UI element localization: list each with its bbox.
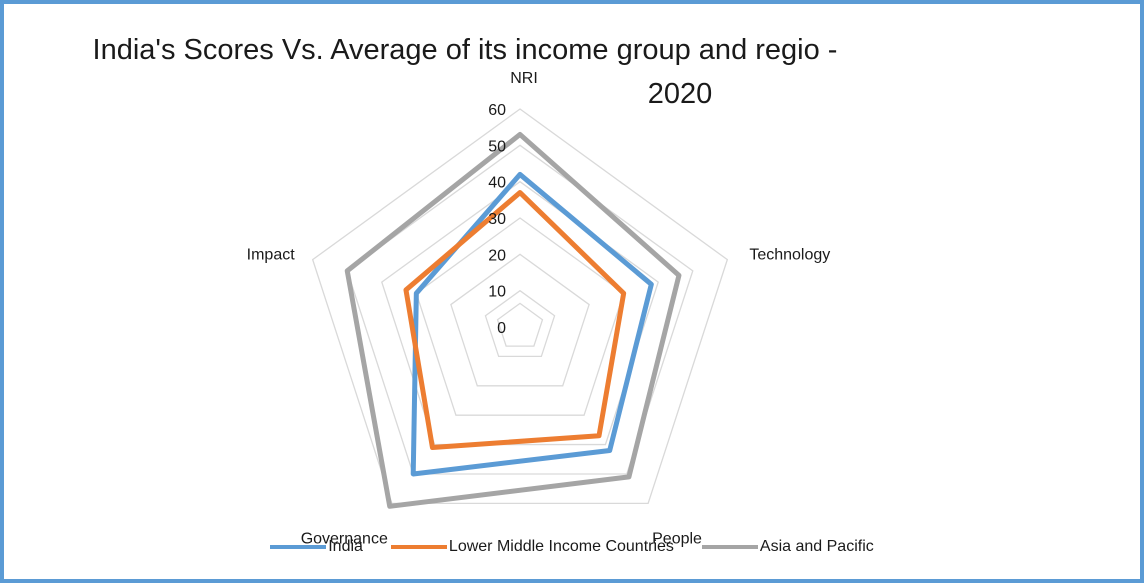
tick-label-10: 10: [488, 284, 506, 301]
tick-label-0: 0: [497, 320, 506, 337]
legend-swatch-lower-middle-income-countries: [390, 545, 447, 549]
grid-ring-60: [311, 108, 729, 505]
legend-swatch-asia-and-pacific: [701, 545, 758, 549]
tick-label-40: 40: [488, 175, 506, 192]
tick-label-20: 20: [488, 247, 506, 264]
legend-item-asia-and-pacific: Asia and Pacific: [701, 538, 874, 556]
axis-label-technology: Technology: [749, 247, 830, 264]
grid-ring-20: [450, 253, 590, 387]
grid-ring-10: [484, 289, 556, 358]
series-line-asia-and-pacific: [344, 131, 682, 509]
axis-label-nri: NRI: [510, 70, 538, 87]
tick-label-60: 60: [488, 102, 506, 119]
legend-label-lower-middle-income-countries: Lower Middle Income Countries: [448, 538, 674, 555]
chart-title-line-1: India's Scores Vs. Average of its income…: [92, 34, 838, 66]
legend-item-lower-middle-income-countries: Lower Middle Income Countries: [390, 538, 674, 556]
tick-label-30: 30: [488, 211, 506, 228]
chart-legend: India Lower Middle Income Countries Asia a…: [0, 538, 1144, 556]
grid-ring-center: [496, 302, 544, 347]
series-line-india: [410, 171, 654, 477]
legend-swatch-india: [270, 545, 327, 549]
chart-title: India's Scores Vs. Average of its income…: [0, 28, 1144, 116]
tick-label-50: 50: [488, 138, 506, 155]
axis-label-people: People: [652, 530, 702, 547]
grid-ring-40: [381, 180, 659, 446]
series-line-lower-middle-income-countries: [403, 190, 627, 451]
legend-label-india: India: [328, 538, 363, 555]
grid-ring-30: [415, 217, 625, 416]
axis-label-impact: Impact: [247, 247, 296, 264]
axis-label-governance: Governance: [301, 530, 388, 547]
legend-item-india: India: [270, 538, 363, 556]
legend-label-asia-and-pacific: Asia and Pacific: [759, 538, 874, 555]
chart-title-line-2: 2020: [647, 78, 713, 110]
